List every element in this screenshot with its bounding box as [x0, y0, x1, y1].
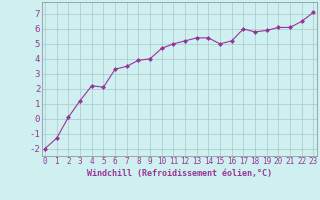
X-axis label: Windchill (Refroidissement éolien,°C): Windchill (Refroidissement éolien,°C): [87, 169, 272, 178]
